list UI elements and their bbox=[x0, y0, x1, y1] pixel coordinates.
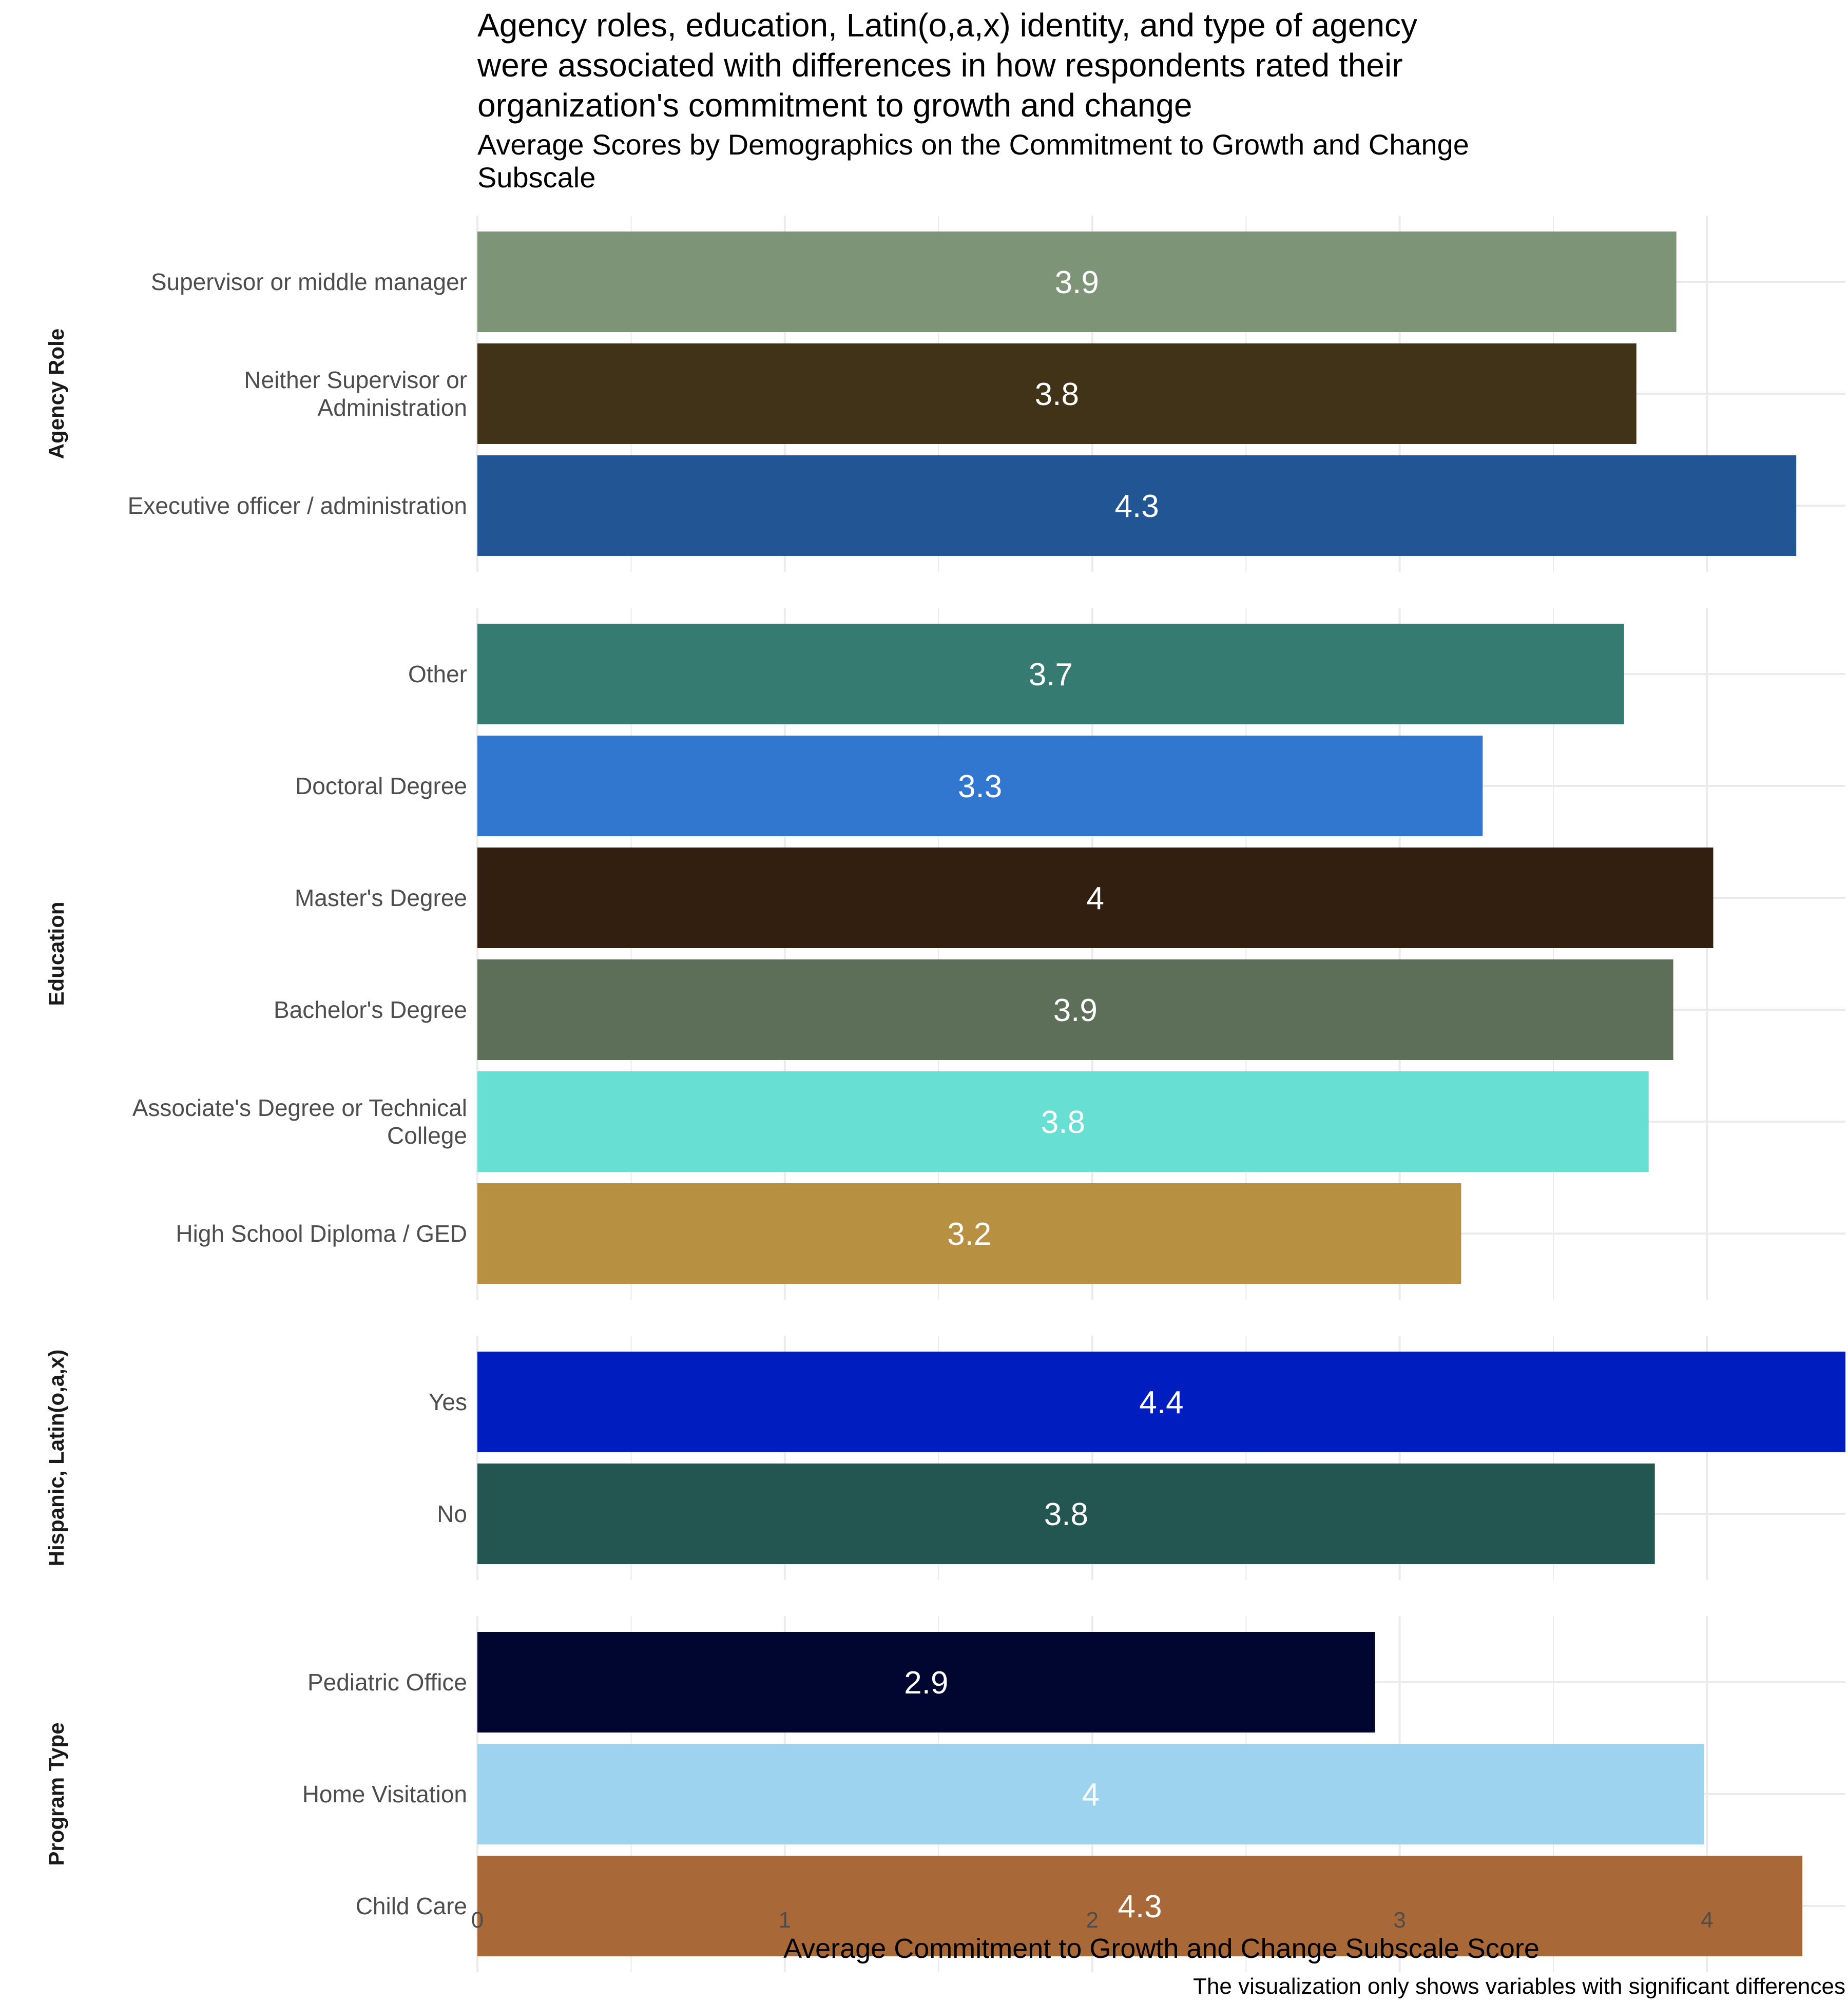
bar-value-label: 3.3 bbox=[958, 769, 1002, 804]
bar bbox=[477, 848, 1714, 948]
category-label: Yes bbox=[429, 1389, 467, 1415]
category-label: No bbox=[437, 1500, 467, 1527]
bar bbox=[477, 1856, 1803, 1956]
bar bbox=[477, 959, 1673, 1060]
bar-value-label: 4.3 bbox=[1114, 489, 1159, 524]
category-label: Neither Supervisor or Administration bbox=[244, 367, 467, 421]
category-label-line: Home Visitation bbox=[302, 1781, 467, 1807]
bar-value-label: 3.9 bbox=[1055, 265, 1099, 300]
facet-label: Education bbox=[44, 901, 68, 1006]
chart-subtitle-line: Subscale bbox=[477, 161, 596, 194]
bar-value-label: 3.8 bbox=[1044, 1497, 1088, 1532]
bar bbox=[477, 1352, 1845, 1452]
bar bbox=[477, 232, 1677, 332]
category-label-line: Other bbox=[408, 661, 467, 687]
category-label-line: Associate's Degree or Technical bbox=[132, 1094, 467, 1121]
category-label-line: Pediatric Office bbox=[307, 1669, 467, 1696]
bar-value-label: 2.9 bbox=[904, 1665, 948, 1701]
bar-value-label: 4.3 bbox=[1118, 1889, 1162, 1924]
category-label-line: Executive officer / administration bbox=[128, 492, 467, 519]
facet-label: Hispanic, Latin(o,a,x) bbox=[44, 1350, 68, 1566]
chart-title-line: organization's commitment to growth and … bbox=[477, 87, 1192, 124]
facet-label: Program Type bbox=[44, 1722, 68, 1865]
bar-value-label: 3.7 bbox=[1029, 657, 1073, 692]
x-tick-label: 4 bbox=[1701, 1908, 1713, 1933]
category-label-line: Administration bbox=[318, 394, 467, 421]
x-tick-label: 0 bbox=[471, 1908, 484, 1933]
category-label: Other bbox=[408, 661, 467, 687]
bar bbox=[477, 1464, 1655, 1564]
category-label: Doctoral Degree bbox=[295, 773, 467, 799]
chart-caption: The visualization only shows variables w… bbox=[1193, 1974, 1845, 1999]
category-label: Supervisor or middle manager bbox=[151, 268, 467, 295]
chart-title-line: were associated with differences in how … bbox=[477, 47, 1403, 84]
category-label-line: College bbox=[387, 1122, 467, 1149]
category-label: Executive officer / administration bbox=[128, 492, 467, 519]
category-label: Bachelor's Degree bbox=[274, 996, 467, 1023]
category-label: Home Visitation bbox=[302, 1781, 467, 1807]
chart-subtitle: Average Scores by Demographics on the Co… bbox=[477, 128, 1709, 194]
bar bbox=[477, 455, 1797, 556]
bar-value-label: 4 bbox=[1086, 881, 1104, 916]
bar bbox=[477, 343, 1637, 444]
bar-value-label: 3.9 bbox=[1053, 993, 1098, 1028]
bar bbox=[477, 1183, 1461, 1284]
category-label-line: Bachelor's Degree bbox=[274, 996, 467, 1023]
x-tick-label: 3 bbox=[1393, 1908, 1406, 1933]
category-label-line: Yes bbox=[429, 1389, 467, 1415]
bar-value-label: 3.8 bbox=[1041, 1105, 1085, 1140]
category-label: Master's Degree bbox=[295, 884, 467, 911]
category-label: High School Diploma / GED bbox=[176, 1220, 467, 1247]
category-label-line: Child Care bbox=[356, 1893, 467, 1919]
category-label-line: Supervisor or middle manager bbox=[151, 268, 467, 295]
category-label: Associate's Degree or Technical College bbox=[132, 1094, 467, 1149]
category-label-line: Doctoral Degree bbox=[295, 773, 467, 799]
bar bbox=[477, 1632, 1375, 1732]
bar bbox=[477, 1744, 1704, 1844]
category-label-line: High School Diploma / GED bbox=[176, 1220, 467, 1247]
category-label-line: No bbox=[437, 1500, 467, 1527]
x-tick-label: 1 bbox=[779, 1908, 791, 1933]
bar-value-label: 3.8 bbox=[1035, 377, 1079, 412]
chart-subtitle-line: Average Scores by Demographics on the Co… bbox=[477, 128, 1469, 161]
x-tick-label: 2 bbox=[1086, 1908, 1099, 1933]
category-label-line: Master's Degree bbox=[295, 884, 467, 911]
bar-value-label: 4 bbox=[1082, 1777, 1100, 1813]
facet-label: Agency Role bbox=[44, 329, 68, 459]
bar-value-label: 4.4 bbox=[1139, 1385, 1183, 1420]
bar-value-label: 3.2 bbox=[947, 1217, 991, 1252]
bar bbox=[477, 1071, 1649, 1172]
category-label-line: Neither Supervisor or bbox=[244, 367, 467, 393]
bar bbox=[477, 624, 1624, 724]
x-axis-title: Average Commitment to Growth and Change … bbox=[783, 1933, 1539, 1964]
chart-title: Agency roles, education, Latin(o,a,x) id… bbox=[477, 5, 1709, 125]
chart-title-line: Agency roles, education, Latin(o,a,x) id… bbox=[477, 7, 1418, 44]
bar bbox=[477, 736, 1483, 836]
category-label: Child Care bbox=[356, 1893, 467, 1919]
category-label: Pediatric Office bbox=[307, 1669, 467, 1696]
